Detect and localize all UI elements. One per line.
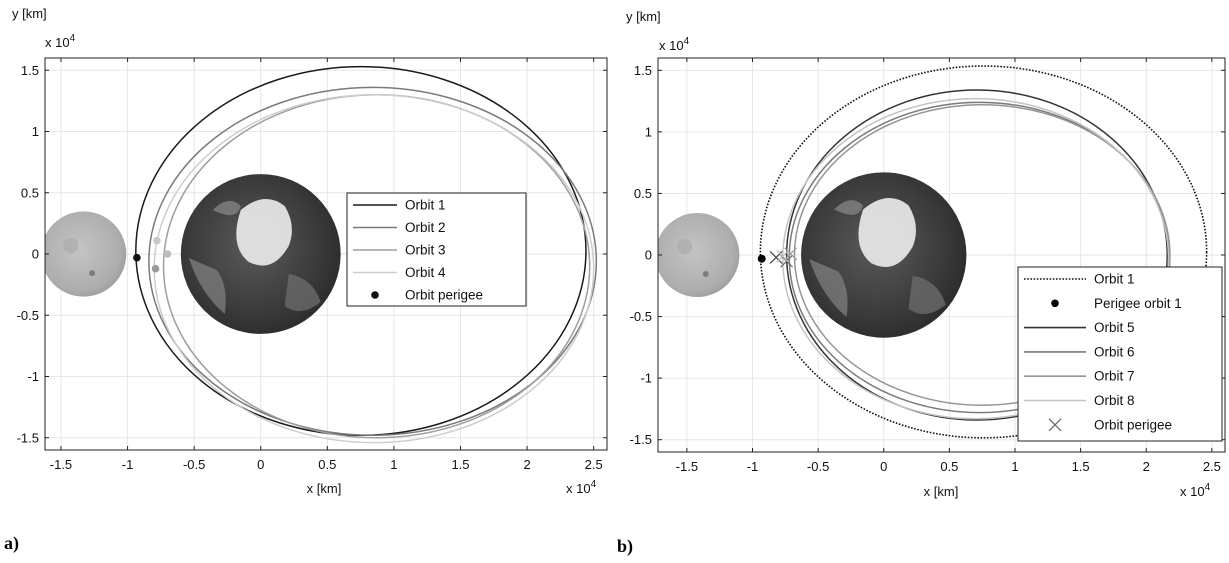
- orbit-orbit-5: [785, 89, 1168, 421]
- ticks-b: -1.5 -1 -0.5 0 0.5 1 1.5 2 2.5 -1.5 -1 -0.5 0 0.5 1 1.5: [630, 58, 1225, 474]
- ytick-label-4: 0.5: [21, 185, 39, 200]
- xtick-label-5: 1: [1011, 459, 1018, 474]
- perigee-marker-1: [153, 236, 161, 245]
- moon-disk: [45, 211, 127, 297]
- xtick-label-1: -1: [122, 457, 134, 472]
- xlabel-b: x [km]: [924, 484, 959, 499]
- orbit-orbit-7: [793, 104, 1171, 406]
- moon-disk: [658, 213, 740, 297]
- xtick-label-2: -0.5: [183, 457, 205, 472]
- ytick-label-3: 0: [32, 247, 39, 262]
- panel-label-a: a): [4, 533, 19, 554]
- legend-orbit-3-label: Orbit 3: [405, 243, 446, 258]
- panel-label-b: b): [617, 536, 633, 557]
- bodies-a: [45, 174, 341, 334]
- orbits-b: [759, 65, 1208, 439]
- legend-orbit-perigee-swatch: [1048, 418, 1062, 432]
- xtick-label-3: 0: [880, 459, 887, 474]
- panel-a-chart: -1.5 -1 -0.5 0 0.5 1 1.5 2 2.5 -1.5 -1 -0.5 0 0.5 1 1.5…: [4, 6, 608, 554]
- xtick-label-6: 1.5: [1072, 459, 1090, 474]
- xtick-label-4: 0.5: [318, 457, 336, 472]
- ytick-label-5: 1: [645, 124, 652, 139]
- xtick-label-6: 1.5: [451, 457, 469, 472]
- ytick-label-1: -1: [27, 369, 39, 384]
- ytick-label-2: -0.5: [17, 308, 39, 323]
- y-multiplier-a: x 104: [45, 33, 76, 50]
- perigee-marker-2: [784, 247, 797, 261]
- orbit-orbit-2: [148, 86, 598, 437]
- legend-box-b: [1017, 266, 1223, 442]
- ytick-label-0: -1.5: [630, 432, 652, 447]
- legend-orbit-1-label: Orbit 1: [1094, 272, 1135, 287]
- ytick-label-6: 1.5: [21, 63, 39, 78]
- markers-a: [133, 236, 172, 273]
- ytick-label-6: 1.5: [634, 63, 652, 78]
- perigee-orbit-1-dot: [757, 254, 766, 263]
- perigee-marker-1: [780, 254, 794, 268]
- legend-perigee-orbit-1-label: Perigee orbit 1: [1094, 296, 1182, 311]
- ytick-label-2: -0.5: [630, 309, 652, 324]
- legend-perigee-orbit-1-swatch: [1051, 299, 1059, 308]
- xtick-label-0: -1.5: [676, 459, 698, 474]
- legend-b: Orbit 1 Perigee orbit 1 Orbit 5 Orbit 6 Orbi…: [1017, 266, 1223, 442]
- legend-orbit-4-label: Orbit 4: [405, 265, 446, 280]
- ytick-label-3: 0: [645, 248, 652, 263]
- xtick-label-2: -0.5: [807, 459, 829, 474]
- bodies-b: [658, 172, 967, 338]
- x-multiplier-b: x 104: [1180, 482, 1211, 499]
- orbit-orbit-1: [759, 65, 1208, 439]
- ticks-a: -1.5 -1 -0.5 0 0.5 1 1.5 2 2.5 -1.5 -1 -0.5 0 0.5 1 1.5: [17, 58, 607, 472]
- legend-orbit-1-label: Orbit 1: [405, 198, 446, 213]
- markers-b: [757, 247, 797, 268]
- xtick-label-7: 2: [1143, 459, 1150, 474]
- legend-orbit-6-label: Orbit 6: [1094, 344, 1135, 359]
- orbit-orbit-8: [781, 97, 1170, 420]
- perigee-marker-0: [133, 253, 141, 262]
- legend-orbit-5-label: Orbit 5: [1094, 320, 1135, 335]
- ytick-label-4: 0.5: [634, 186, 652, 201]
- xtick-label-3: 0: [257, 457, 264, 472]
- xtick-label-8: 2.5: [585, 457, 603, 472]
- legend-orbit-8-label: Orbit 8: [1094, 393, 1135, 408]
- legend-orbit-2-label: Orbit 2: [405, 220, 446, 235]
- legend-orbit-perigee-label: Orbit perigee: [405, 288, 483, 303]
- legend-a: Orbit 1 Orbit 2 Orbit 3 Orbit 4 Orbit perige…: [346, 192, 527, 307]
- legend-orbit-perigee-label: Orbit perigee: [1094, 417, 1172, 432]
- xtick-label-7: 2: [523, 457, 530, 472]
- perigee-marker-3: [776, 249, 790, 263]
- earth-disk: [180, 174, 341, 334]
- legend-orbit-7-label: Orbit 7: [1094, 369, 1135, 384]
- ytick-label-1: -1: [640, 371, 652, 386]
- xtick-label-8: 2.5: [1203, 459, 1221, 474]
- ylabel-b: y [km]: [626, 9, 661, 24]
- ylabel-a: y [km]: [12, 6, 47, 21]
- xtick-label-5: 1: [390, 457, 397, 472]
- x-multiplier-a: x 104: [566, 479, 597, 496]
- panel-b-chart: -1.5 -1 -0.5 0 0.5 1 1.5 2 2.5 -1.5 -1 -0.5 0 0.5 1 1.5…: [617, 9, 1226, 557]
- y-multiplier-b: x 104: [659, 36, 690, 53]
- ytick-label-5: 1: [32, 124, 39, 139]
- perigee-marker-3: [163, 250, 172, 258]
- xtick-label-0: -1.5: [50, 457, 72, 472]
- xtick-label-1: -1: [747, 459, 759, 474]
- earth-disk: [801, 172, 967, 338]
- xlabel-a: x [km]: [307, 481, 342, 496]
- ytick-label-0: -1.5: [17, 430, 39, 445]
- legend-orbit-perigee-swatch: [371, 291, 379, 299]
- xtick-label-4: 0.5: [940, 459, 958, 474]
- perigee-marker-2: [151, 264, 160, 273]
